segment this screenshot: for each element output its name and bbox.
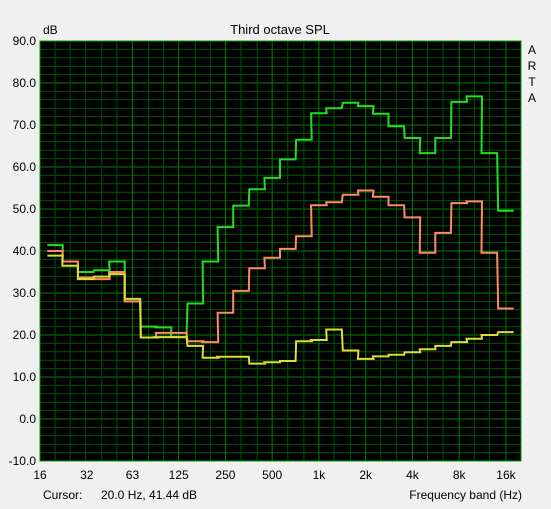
cursor-readout: 20.0 Hz, 41.44 dB [101, 488, 198, 502]
x-tick-label: 16 [33, 468, 47, 482]
brand-letter: A [528, 43, 536, 57]
brand-letter: T [528, 75, 536, 89]
cursor-label: Cursor: [43, 488, 83, 502]
y-tick-label: 10.0 [13, 370, 37, 384]
brand-letter: A [528, 91, 536, 105]
x-tick-label: 125 [169, 468, 189, 482]
x-tick-label: 2k [359, 468, 373, 482]
y-tick-label: 70.0 [13, 118, 37, 132]
y-tick-label: 40.0 [13, 244, 37, 258]
y-tick-label: 60.0 [13, 160, 37, 174]
brand-letter: R [528, 59, 537, 73]
x-tick-label: 1k [313, 468, 327, 482]
y-tick-label: 80.0 [13, 76, 37, 90]
series-layer [47, 95, 514, 365]
x-tick-label: 8k [453, 468, 467, 482]
series-line-3 [47, 254, 514, 365]
y-tick-labels: -10.0 0.0 10.0 20.0 30.0 40.0 50.0 60.0 70.0 80.0… [9, 34, 37, 468]
x-axis-title: Frequency band (Hz) [409, 488, 522, 502]
x-tick-label: 500 [262, 468, 282, 482]
y-tick-label: 20.0 [13, 328, 37, 342]
x-tick-label: 16k [496, 468, 516, 482]
y-tick-label: 90.0 [13, 34, 37, 48]
plot-frame [39, 40, 522, 462]
x-tick-label: 63 [126, 468, 140, 482]
x-tick-label: 4k [406, 468, 420, 482]
chart-title: Third octave SPL [230, 22, 330, 37]
x-tick-labels: 16 32 63 125 250 500 1k 2k 4k 8k 16k [33, 468, 516, 482]
y-tick-label: -10.0 [9, 454, 37, 468]
grid [39, 40, 522, 462]
y-tick-label: 30.0 [13, 286, 37, 300]
y-axis-title: dB [43, 23, 58, 37]
y-tick-label: 50.0 [13, 202, 37, 216]
x-tick-label: 250 [215, 468, 235, 482]
y-tick-label: 0.0 [19, 412, 36, 426]
status-bar: Cursor: 20.0 Hz, 41.44 dB Frequency band… [0, 488, 551, 506]
x-tick-label: 32 [80, 468, 94, 482]
